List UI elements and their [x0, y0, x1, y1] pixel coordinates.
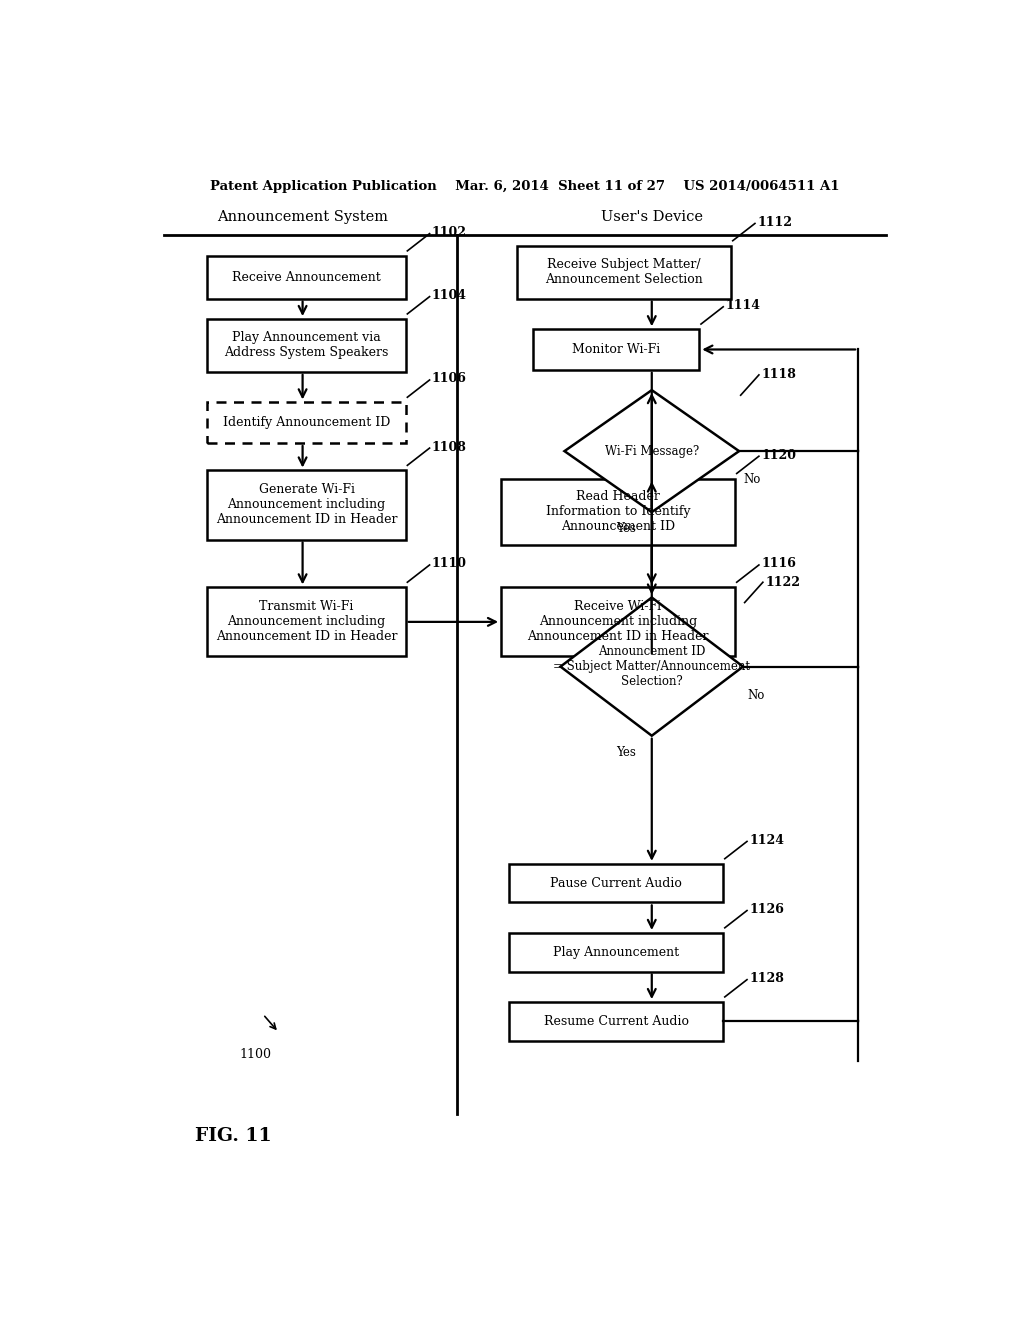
Text: 1118: 1118: [761, 368, 797, 381]
Text: Play Announcement: Play Announcement: [553, 945, 679, 958]
Text: No: No: [743, 474, 761, 487]
Text: Transmit Wi-Fi
Announcement including
Announcement ID in Header: Transmit Wi-Fi Announcement including An…: [216, 601, 397, 643]
Bar: [517, 246, 731, 298]
Text: Read Header
Information to Identify
Announcement ID: Read Header Information to Identify Anno…: [546, 490, 690, 533]
Text: Generate Wi-Fi
Announcement including
Announcement ID in Header: Generate Wi-Fi Announcement including An…: [216, 483, 397, 527]
Text: Yes: Yes: [616, 746, 636, 759]
Text: Receive Subject Matter/
Announcement Selection: Receive Subject Matter/ Announcement Sel…: [545, 259, 702, 286]
Text: Announcement ID
= Subject Matter/Announcement
Selection?: Announcement ID = Subject Matter/Announc…: [553, 645, 751, 688]
Text: No: No: [748, 689, 765, 702]
Text: Patent Application Publication    Mar. 6, 2014  Sheet 11 of 27    US 2014/006451: Patent Application Publication Mar. 6, 2…: [210, 181, 840, 193]
Text: 1102: 1102: [432, 226, 467, 239]
Text: 1108: 1108: [432, 441, 467, 454]
Text: User's Device: User's Device: [601, 210, 702, 224]
Bar: [207, 587, 406, 656]
Text: 1122: 1122: [765, 576, 801, 589]
Text: 1116: 1116: [761, 557, 797, 570]
Bar: [207, 256, 406, 298]
Text: 1128: 1128: [750, 972, 784, 985]
Text: Pause Current Audio: Pause Current Audio: [550, 876, 682, 890]
Text: 1110: 1110: [432, 557, 467, 570]
Bar: [509, 1002, 723, 1040]
Polygon shape: [564, 391, 739, 512]
Bar: [207, 470, 406, 540]
Text: Wi-Fi Message?: Wi-Fi Message?: [604, 445, 699, 458]
Bar: [207, 403, 406, 444]
Text: Announcement System: Announcement System: [217, 210, 388, 224]
Text: 1106: 1106: [432, 372, 467, 385]
Text: 1126: 1126: [750, 903, 784, 916]
Text: Resume Current Audio: Resume Current Audio: [544, 1015, 688, 1028]
Text: Receive Wi-Fi
Announcement including
Announcement ID in Header: Receive Wi-Fi Announcement including Ann…: [527, 601, 709, 643]
Text: 1104: 1104: [432, 289, 467, 302]
Text: 1100: 1100: [240, 1048, 271, 1061]
Text: 1112: 1112: [758, 216, 793, 228]
Text: Receive Announcement: Receive Announcement: [232, 271, 381, 284]
Text: 1124: 1124: [750, 834, 784, 847]
Text: Play Announcement via
Address System Speakers: Play Announcement via Address System Spe…: [224, 331, 389, 359]
Bar: [509, 863, 723, 903]
Text: Yes: Yes: [616, 523, 636, 536]
Text: FIG. 11: FIG. 11: [196, 1127, 272, 1146]
Text: Monitor Wi-Fi: Monitor Wi-Fi: [572, 343, 660, 356]
Bar: [509, 933, 723, 972]
Bar: [501, 479, 735, 545]
Text: Identify Announcement ID: Identify Announcement ID: [223, 416, 390, 429]
Bar: [207, 319, 406, 372]
Bar: [501, 587, 735, 656]
Text: 1120: 1120: [761, 449, 797, 462]
Bar: [532, 329, 699, 370]
Polygon shape: [560, 598, 743, 735]
Text: 1114: 1114: [726, 300, 761, 313]
